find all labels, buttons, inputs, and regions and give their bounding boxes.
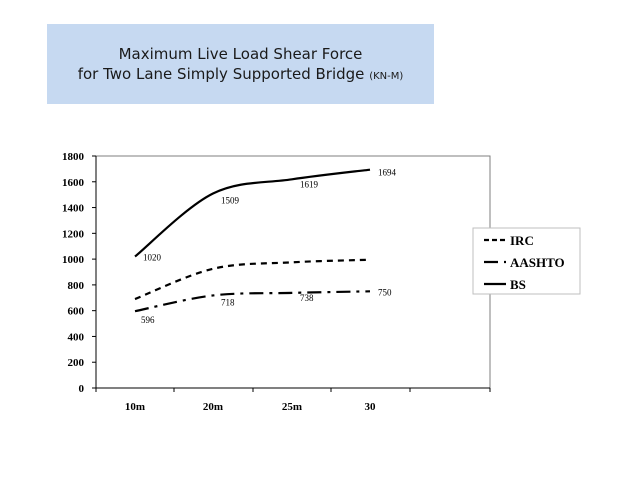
- y-tick-label: 0: [79, 383, 85, 395]
- data-label: 1020: [143, 253, 162, 263]
- chart-title-box: Maximum Live Load Shear Force for Two La…: [47, 24, 434, 104]
- chart-title-line1: Maximum Live Load Shear Force: [118, 45, 363, 63]
- legend-label-bs: BS: [510, 277, 526, 292]
- chart-title-unit: (KN-M): [369, 71, 404, 82]
- y-tick-label: 400: [68, 331, 85, 343]
- y-tick-label: 200: [68, 357, 85, 369]
- data-label: 738: [300, 293, 314, 303]
- chart-title-line2-text: for Two Lane Simply Supported Bridge: [77, 65, 365, 83]
- x-tick-label: 20m: [203, 401, 223, 413]
- series-line-aashto: [134, 290, 371, 313]
- data-label: 596: [141, 315, 155, 325]
- chart-title-line2: for Two Lane Simply Supported Bridge (KN…: [47, 64, 434, 87]
- x-tick-label: 30: [365, 401, 377, 413]
- x-tick-label: 25m: [282, 401, 302, 413]
- y-tick-label: 1000: [62, 254, 85, 266]
- data-label: 750: [378, 287, 392, 297]
- data-label: 1619: [300, 179, 319, 189]
- series-line-irc: [134, 258, 371, 301]
- y-tick-label: 600: [68, 306, 85, 318]
- y-tick-label: 1800: [62, 151, 85, 163]
- data-label: 1694: [378, 168, 397, 178]
- plot-area: [95, 155, 491, 389]
- data-label: 718: [221, 297, 235, 307]
- y-tick-label: 1400: [62, 203, 85, 215]
- y-tick-label: 1200: [62, 228, 85, 240]
- x-tick-label: 10m: [125, 401, 145, 413]
- legend-label-irc: IRC: [510, 233, 534, 248]
- series-line-bs: [134, 168, 371, 258]
- legend-label-aashto: AASHTO: [510, 255, 565, 270]
- y-tick-label: 1600: [62, 177, 85, 189]
- y-tick-label: 800: [68, 280, 85, 292]
- data-label: 1509: [221, 196, 240, 206]
